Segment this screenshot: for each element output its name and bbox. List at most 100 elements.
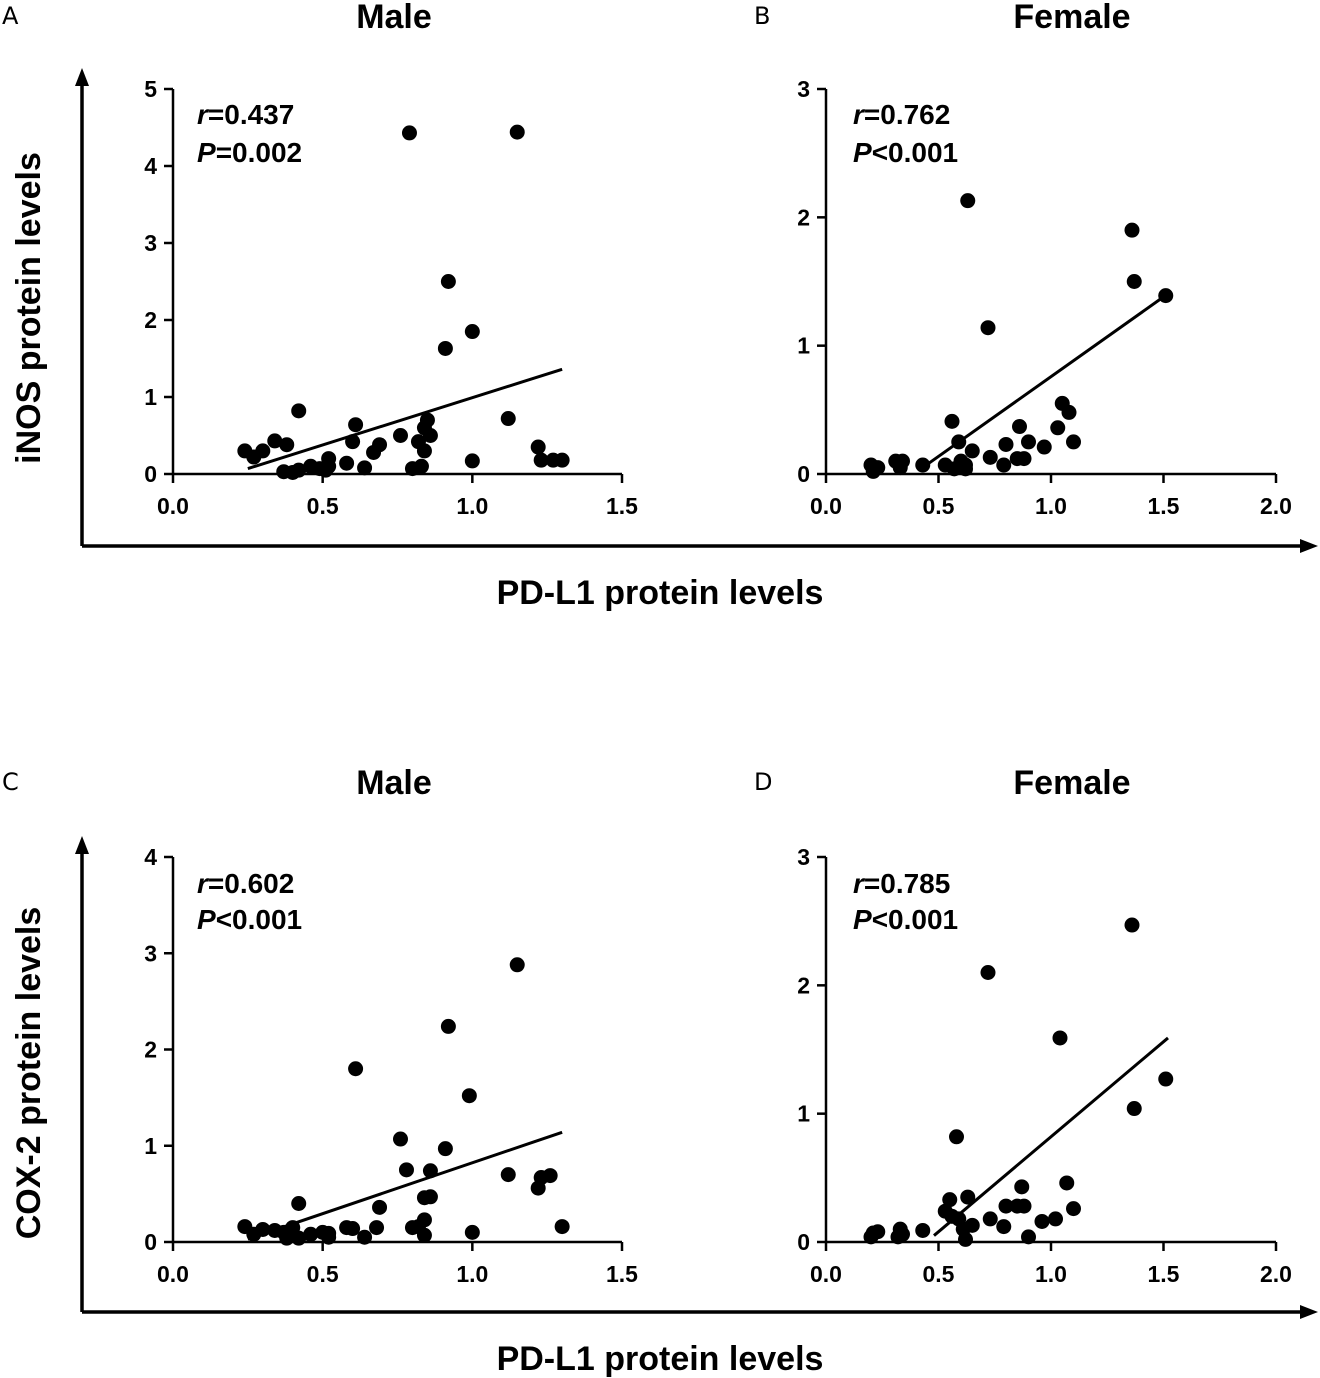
panel-a-title: Male [356, 0, 432, 36]
panel-a-data-point [422, 428, 438, 443]
panel-d-data-point [915, 1222, 931, 1238]
panel-b-y-tick-label: 3 [797, 76, 810, 102]
panel-d-data-point [1014, 1179, 1030, 1195]
panel-b-x-tick-label: 2.0 [1260, 493, 1292, 519]
row2-outer-axes [80, 852, 1304, 1314]
panel-c-scatter: C Male 0.0 0.5 1.0 1.5 0 1 2 3 4 r=0.602 P<0.001 [2, 764, 638, 1287]
panel-d-r-stat: r=0.785 [853, 868, 950, 899]
panel-b-data-point [870, 460, 886, 476]
panel-c-data-point [369, 1220, 385, 1236]
panel-c-y-tick-label: 3 [144, 940, 157, 966]
panel-d-data-point [1066, 1201, 1081, 1217]
panel-a-data-point [392, 428, 408, 443]
panel-a-data-point [255, 443, 271, 459]
panel-d-x-tick-label: 1.5 [1148, 1261, 1180, 1287]
panel-b-data-point [964, 443, 980, 459]
panel-d-data-point [960, 1189, 976, 1205]
panel-a-data-point [401, 125, 417, 141]
panel-letter-b: B [754, 2, 770, 30]
panel-a-x-tick-label: 0.0 [157, 493, 189, 519]
panel-a-r-stat: r=0.437 [197, 99, 294, 130]
panel-c-data-point [437, 1141, 453, 1157]
panel-c-x-tick-label: 0.0 [157, 1261, 189, 1287]
panel-c-y-tick-label: 1 [144, 1133, 157, 1159]
panel-d-data-point [949, 1129, 964, 1145]
panel-a-data-point [533, 452, 549, 468]
panel-c-data-point [291, 1230, 307, 1246]
panel-b-data-point [1021, 434, 1036, 450]
panel-d-scatter: D Female 0.0 0.5 1.0 1.5 2.0 0 1 2 3 r=0.785 P<0… [754, 764, 1292, 1287]
panel-d-data-point [1158, 1071, 1174, 1087]
panel-d-data-point [870, 1224, 886, 1240]
panel-c-data-point [422, 1189, 438, 1205]
panel-a-data-point [291, 462, 307, 478]
panel-d-data-point [964, 1217, 980, 1233]
panel-a-x-tick-label: 0.5 [307, 493, 339, 519]
panel-c-y-tick-label: 2 [144, 1037, 157, 1063]
panel-d-data-point [1126, 1101, 1142, 1117]
panel-d-x-tick-label: 0.0 [810, 1261, 842, 1287]
panel-a-x-tick-label: 1.0 [456, 493, 488, 519]
panel-b-data-point [980, 320, 996, 336]
panel-b-x-tick-label: 0.0 [810, 493, 842, 519]
panel-a-data-point [440, 274, 456, 289]
panel-c-title: Male [356, 764, 432, 802]
panel-d-data-point [998, 1198, 1014, 1214]
panel-b-data-point [1016, 451, 1032, 467]
panel-d-y-tick-label: 1 [797, 1101, 810, 1127]
panel-a-data-point [279, 437, 295, 453]
panel-a-y-tick-label: 2 [144, 307, 157, 333]
panel-a-data-point [530, 439, 546, 455]
panel-b-data-point [1126, 274, 1142, 289]
panel-letter-c: C [2, 768, 19, 796]
panel-c-regression-line [247, 1130, 563, 1241]
panel-b-data-point [895, 453, 910, 469]
panel-c-data-point [422, 1163, 438, 1179]
row2-y-arrowhead-icon [75, 836, 89, 854]
panel-c-data-point [461, 1088, 477, 1104]
panel-c-data-point [440, 1018, 456, 1034]
panel-a-regression-line [247, 367, 563, 471]
panel-b-r-stat: r=0.762 [853, 99, 950, 130]
panel-a-data-point [554, 452, 570, 468]
panel-b-data-point [1061, 404, 1077, 420]
panel-a-data-point [413, 458, 429, 474]
panel-b-x-tick-label: 0.5 [923, 493, 955, 519]
panel-d-stats: r=0.785 P<0.001 [853, 868, 958, 935]
panel-c-data-point [542, 1168, 558, 1184]
panel-d-data-point [1021, 1229, 1036, 1245]
panel-a-y-tick-label: 3 [144, 230, 157, 256]
panel-d-data-point [1124, 917, 1140, 933]
panel-a-data-point [437, 340, 453, 356]
panel-a-data-point [372, 437, 388, 453]
panel-c-p-stat: P<0.001 [197, 904, 302, 935]
panel-b-data-point [1066, 434, 1081, 450]
panel-d-x-tick-label: 2.0 [1260, 1261, 1292, 1287]
panel-c-data-point [255, 1221, 271, 1237]
panel-a-data-points [237, 124, 570, 480]
panel-c-data-point [416, 1212, 432, 1228]
panel-a-data-point [348, 417, 364, 433]
panel-b-title: Female [1013, 0, 1130, 36]
row1-x-axis-label: PD-L1 protein levels [497, 574, 824, 612]
panel-d-data-point [982, 1211, 998, 1227]
panel-a-data-point [345, 434, 361, 450]
panel-a-stats: r=0.437 P=0.002 [197, 99, 302, 168]
panel-d-data-point [942, 1192, 958, 1208]
row2-x-axis-label: PD-L1 protein levels [497, 1340, 824, 1378]
panel-b-data-point [982, 449, 998, 465]
panel-c-data-point [416, 1227, 432, 1243]
panel-c-y-tick-label: 4 [144, 844, 157, 870]
panel-a-axes: 0.0 0.5 1.0 1.5 0 1 2 3 4 5 [144, 76, 638, 519]
panel-a-data-point [267, 433, 283, 449]
panel-c-y-tick-label: 0 [144, 1229, 157, 1255]
row2-y-axis-label: COX-2 protein levels [10, 907, 48, 1240]
panel-b-x-tick-label: 1.0 [1035, 493, 1067, 519]
panel-c-r-stat: r=0.602 [197, 868, 294, 899]
panel-d-data-point [1048, 1211, 1063, 1227]
panel-c-axes: 0.0 0.5 1.0 1.5 0 1 2 3 4 [144, 844, 638, 1287]
panel-d-data-point [958, 1231, 973, 1247]
panel-a-data-point [419, 412, 435, 428]
panel-b-data-point [1158, 288, 1174, 304]
panel-a-x-tick-label: 1.5 [606, 493, 638, 519]
